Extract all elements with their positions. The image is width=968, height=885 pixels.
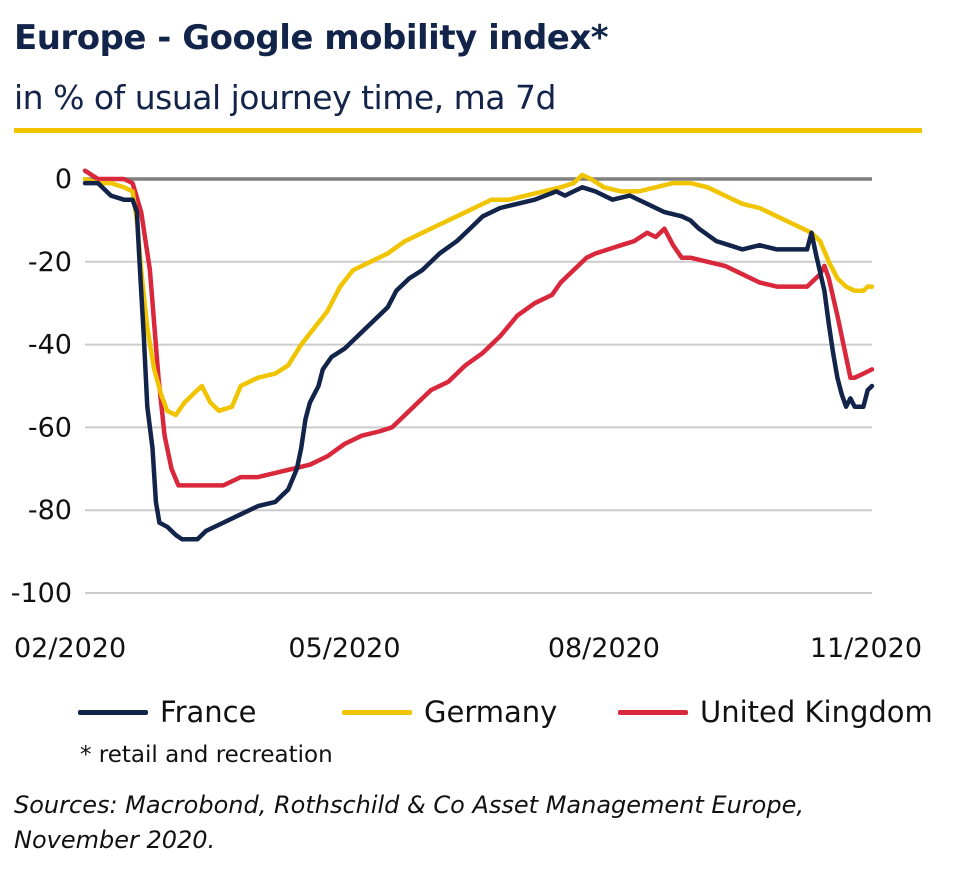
x-tick-label: 11/2020 [810,633,922,664]
y-tick-label: -40 [28,330,72,361]
legend-swatch-united-kingdom [618,709,688,715]
series-line-france [82,180,875,542]
series-line-germany [82,172,875,418]
legend-item-france: France [78,695,256,729]
grid-layer [85,177,872,594]
legend: France Germany United Kingdom [0,695,968,735]
title-rule [14,128,922,133]
legend-label-united-kingdom: United Kingdom [700,695,933,729]
chart-subtitle: in % of usual journey time, ma 7d [14,78,556,117]
x-tick-label: 05/2020 [288,633,400,664]
series-line-united-kingdom [82,168,875,488]
y-tick-label: -20 [28,247,72,278]
x-tick-label: 02/2020 [14,633,126,664]
legend-item-germany: Germany [342,695,557,729]
legend-label-france: France [160,695,257,729]
y-tick-label: -100 [11,578,72,609]
x-axis-tick-labels: 02/2020 05/2020 08/2020 11/2020 [14,633,922,664]
legend-label-germany: Germany [424,695,558,729]
line-chart: 0 -20 -40 -60 -80 -100 02/2020 05/2020 08/2020 1… [11,164,922,664]
y-axis-tick-labels: 0 -20 -40 -60 -80 -100 [11,164,72,609]
y-tick-label: -80 [28,495,72,526]
legend-swatch-germany [342,709,412,715]
footnote: * retail and recreation [80,742,333,768]
x-tick-label: 08/2020 [548,633,660,664]
legend-swatch-france [78,709,148,715]
y-tick-label: 0 [55,164,72,195]
legend-item-united-kingdom: United Kingdom [618,695,933,729]
sources-note: Sources: Macrobond, Rothschild & Co Asse… [14,791,804,854]
series-layer [82,168,875,542]
chart-title: Europe - Google mobility index* [14,18,609,58]
y-tick-label: -60 [28,412,72,443]
